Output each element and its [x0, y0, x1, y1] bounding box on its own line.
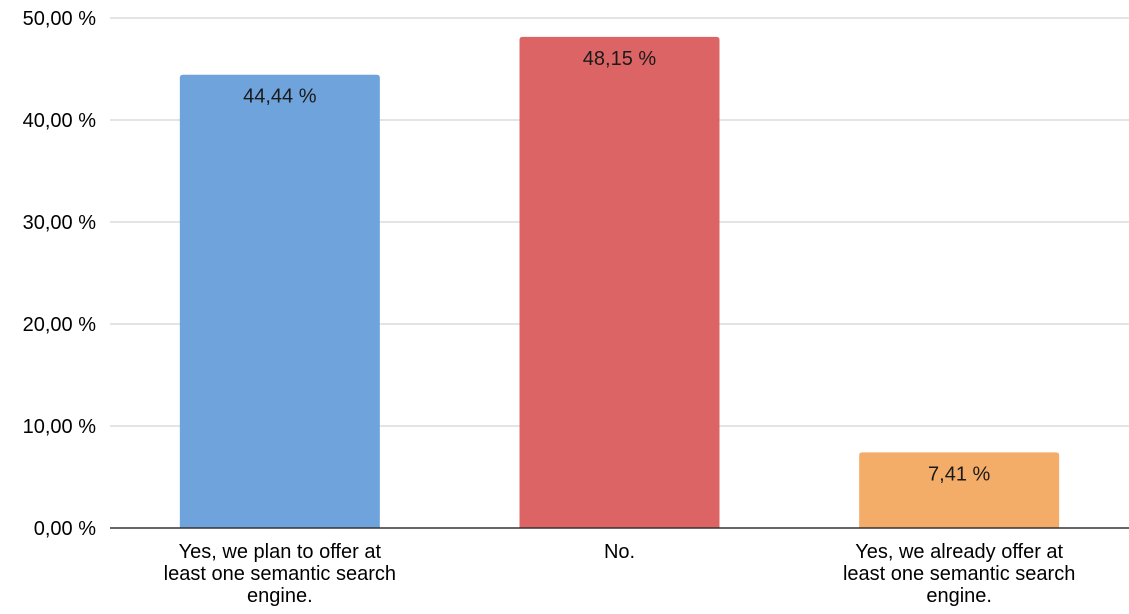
- x-category-label: least one semantic search: [843, 563, 1075, 585]
- x-category-label: engine.: [926, 585, 992, 607]
- bar: [519, 36, 720, 529]
- x-category-label: least one semantic search: [164, 563, 396, 585]
- bar-value-label: 48,15 %: [583, 48, 657, 70]
- bar-value-label: 44,44 %: [243, 86, 317, 108]
- y-tick-label: 50,00 %: [23, 8, 97, 30]
- x-category-label: Yes, we already offer at: [855, 541, 1063, 563]
- y-tick-label: 20,00 %: [23, 314, 97, 336]
- y-tick-label: 40,00 %: [23, 110, 97, 132]
- y-axis-tick-labels: 0,00 % 10,00 % 20,00 % 30,00 % 40,00 % 50,00 …: [23, 8, 97, 540]
- bars: [179, 36, 1060, 529]
- x-category-label: No.: [604, 541, 635, 563]
- y-tick-label: 0,00 %: [34, 518, 96, 540]
- y-tick-label: 10,00 %: [23, 416, 97, 438]
- bar-value-label: 7,41 %: [928, 463, 990, 485]
- y-tick-label: 30,00 %: [23, 212, 97, 234]
- x-category-label: Yes, we plan to offer at: [179, 541, 382, 563]
- bar-value-labels: 44,44 % 48,15 % 7,41 %: [243, 48, 990, 486]
- bar: [859, 452, 1060, 528]
- bar: [179, 74, 380, 528]
- x-category-label: engine.: [247, 585, 313, 607]
